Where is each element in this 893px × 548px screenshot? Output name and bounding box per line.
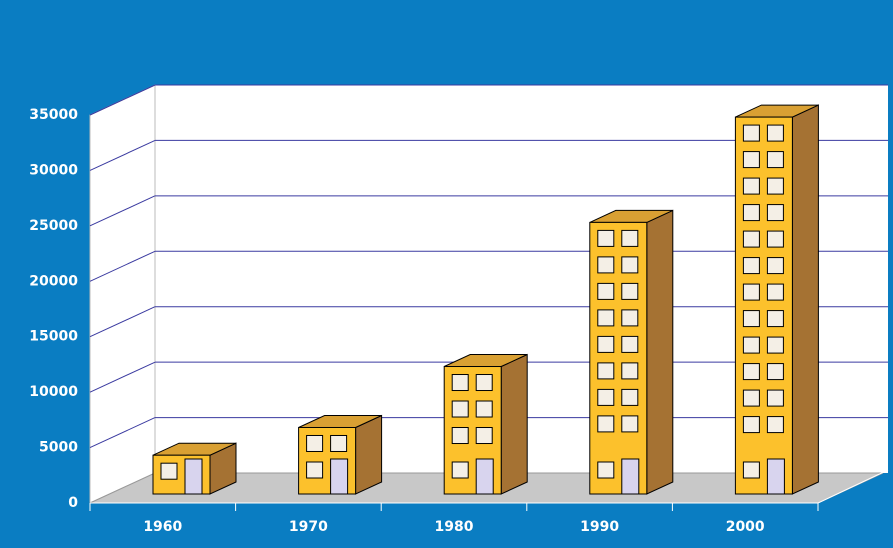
bar <box>734 116 793 495</box>
window <box>742 416 760 434</box>
window <box>451 461 469 479</box>
window <box>742 230 760 248</box>
window <box>742 151 760 169</box>
window <box>742 310 760 328</box>
grid-line-side <box>89 417 156 449</box>
bar-side <box>791 104 819 495</box>
door <box>330 458 349 495</box>
window <box>621 282 639 300</box>
window <box>742 363 760 381</box>
bar-side <box>500 353 528 495</box>
window <box>766 389 784 407</box>
y-tick-label: 20000 <box>29 273 78 289</box>
window <box>475 400 493 418</box>
window <box>306 434 324 452</box>
y-tick-label: 30000 <box>29 162 78 178</box>
window <box>766 177 784 195</box>
door <box>184 458 203 495</box>
window <box>766 230 784 248</box>
x-tick-label: 1960 <box>143 519 182 535</box>
window <box>597 362 615 380</box>
y-tick-label: 25000 <box>29 218 78 234</box>
door <box>475 458 494 495</box>
window <box>742 204 760 222</box>
grid-line-side <box>89 250 156 282</box>
window <box>597 229 615 247</box>
window <box>160 462 178 480</box>
window <box>621 415 639 433</box>
grid-line-side <box>89 139 156 171</box>
y-tick-label: 35000 <box>29 107 78 123</box>
window <box>742 461 760 479</box>
window <box>597 461 615 479</box>
x-tick-label: 1990 <box>580 519 619 535</box>
window <box>451 427 469 445</box>
grid-line-side <box>89 195 156 227</box>
window <box>742 124 760 142</box>
window <box>742 177 760 195</box>
window <box>742 257 760 275</box>
x-tick-label: 2000 <box>726 519 765 535</box>
window <box>621 309 639 327</box>
window <box>766 416 784 434</box>
y-tick-label: 15000 <box>29 329 78 345</box>
window <box>766 151 784 169</box>
window <box>621 229 639 247</box>
side-wall <box>89 84 156 504</box>
window <box>742 283 760 301</box>
window <box>621 256 639 274</box>
window <box>621 362 639 380</box>
window <box>621 388 639 406</box>
window <box>766 124 784 142</box>
window <box>766 257 784 275</box>
door <box>621 458 640 495</box>
window <box>475 374 493 392</box>
x-tick-label: 1970 <box>289 519 328 535</box>
door <box>766 458 785 495</box>
window <box>766 336 784 354</box>
window <box>330 434 348 452</box>
y-tick-label: 0 <box>68 495 78 511</box>
x-axis-depth <box>817 469 889 504</box>
window <box>475 427 493 445</box>
grid-line-side <box>89 361 156 393</box>
grid-line-side <box>89 84 156 116</box>
window <box>766 204 784 222</box>
window <box>766 363 784 381</box>
window <box>451 400 469 418</box>
window <box>597 335 615 353</box>
window <box>742 389 760 407</box>
grid-line-side <box>89 306 156 338</box>
bar-side <box>646 209 674 495</box>
window <box>766 283 784 301</box>
window <box>742 336 760 354</box>
window <box>597 256 615 274</box>
window <box>451 374 469 392</box>
y-tick-label: 5000 <box>39 440 78 456</box>
window <box>597 415 615 433</box>
window <box>306 461 324 479</box>
bar-side <box>355 414 383 495</box>
window <box>597 282 615 300</box>
window <box>766 310 784 328</box>
y-tick-label: 10000 <box>29 384 78 400</box>
window <box>621 335 639 353</box>
window <box>597 309 615 327</box>
x-tick-label: 1980 <box>435 519 474 535</box>
window <box>597 388 615 406</box>
